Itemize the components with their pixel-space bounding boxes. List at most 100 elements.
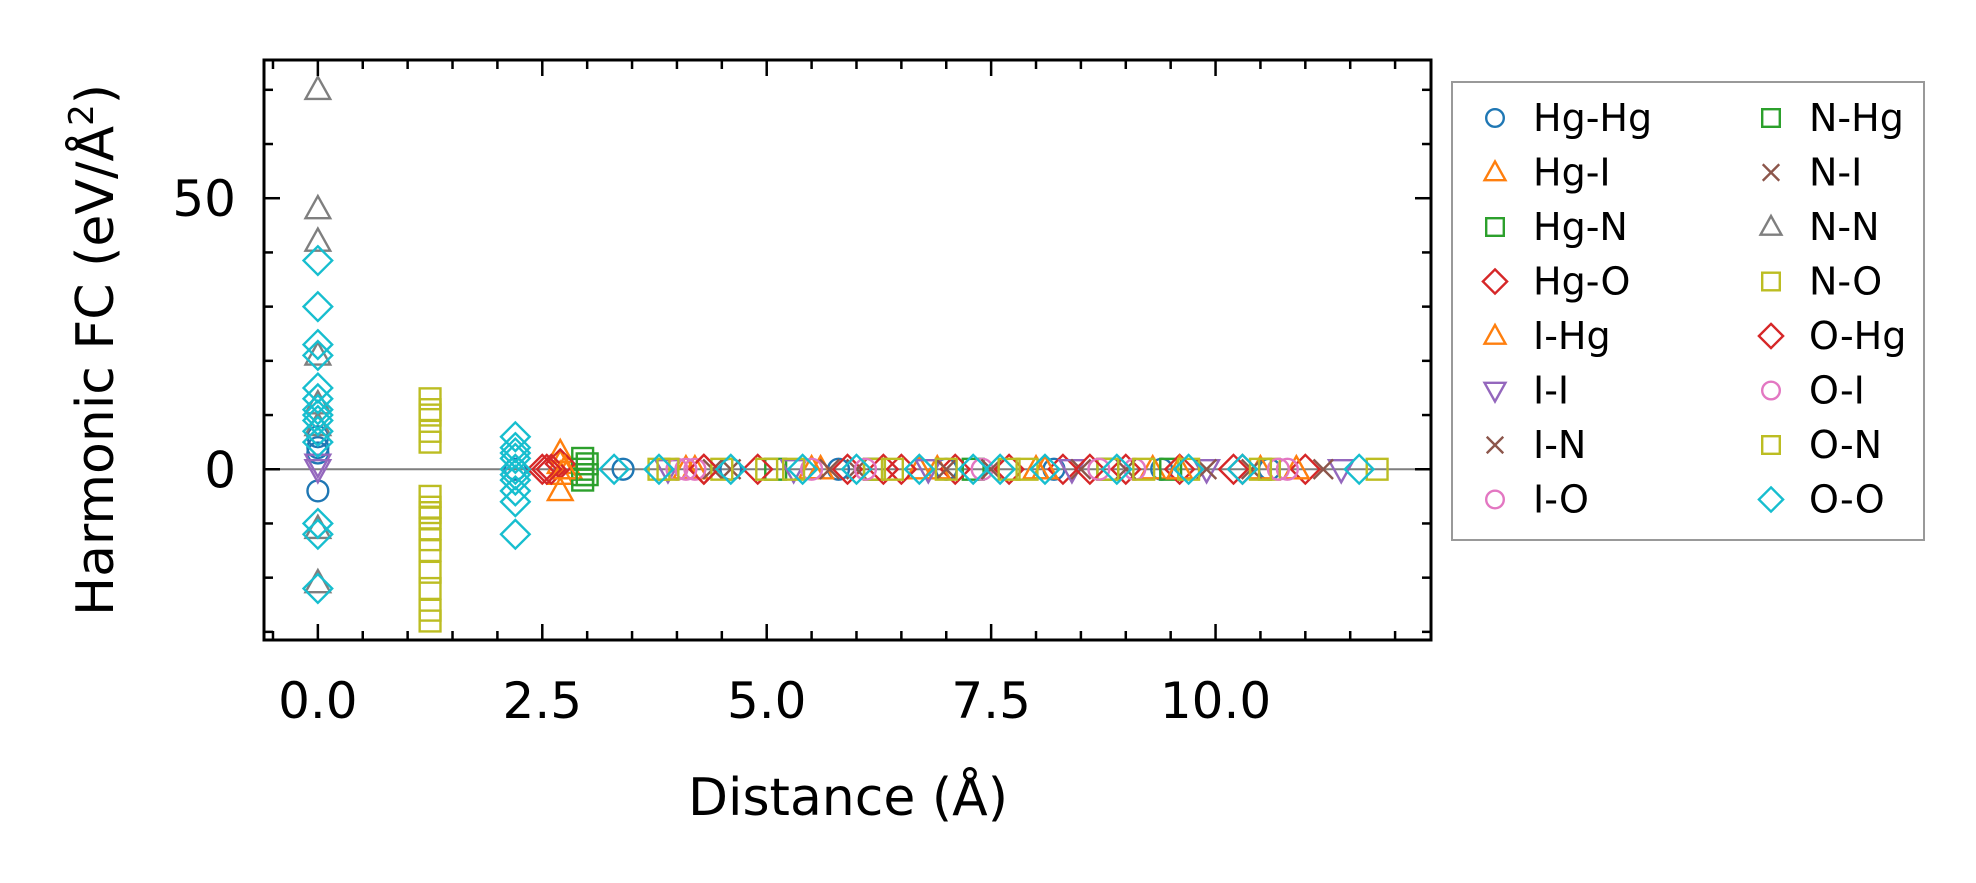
data-point-i-hg — [1165, 453, 1195, 480]
legend-marker — [1482, 159, 1508, 182]
legend-label: Hg-Hg — [1533, 96, 1652, 140]
data-point-o-n — [656, 457, 680, 481]
legend-label: Hg-I — [1533, 151, 1611, 195]
legend-marker — [1481, 267, 1509, 296]
y-axis-title-superscript: 2 — [62, 104, 102, 126]
data-point-o-o — [301, 382, 334, 415]
data-point-o-n — [418, 538, 442, 563]
legend-label: Hg-O — [1533, 260, 1630, 304]
x-tick-label: 5.0 — [727, 672, 807, 730]
x-axis-title: Distance (Å) — [688, 766, 1008, 828]
data-point-i-o — [1275, 457, 1299, 481]
legend-label: I-N — [1533, 423, 1586, 467]
data-point-o-i — [1087, 457, 1111, 481]
data-point-n-o — [1365, 457, 1389, 481]
data-point-o-o — [598, 453, 631, 486]
data-point-o-n — [418, 609, 442, 633]
data-point-o-hg — [1073, 453, 1106, 486]
data-point-i-o — [799, 457, 824, 481]
legend-label: Hg-N — [1533, 205, 1628, 249]
data-point-o-o — [301, 244, 334, 277]
data-point-o-o — [301, 371, 334, 404]
data-point-o-o — [301, 339, 334, 372]
legend-label: I-I — [1533, 369, 1569, 413]
data-point-o-o — [714, 453, 747, 486]
data-point-o-o — [301, 328, 334, 361]
data-point-i-n — [1312, 458, 1334, 480]
data-point-i-i — [913, 458, 943, 485]
series-o-i — [674, 457, 1290, 481]
data-point-o-o — [301, 404, 334, 437]
data-point-o-o — [499, 420, 532, 453]
data-point-o-o — [301, 518, 334, 551]
legend-entry-hg-n: Hg-N — [1484, 205, 1628, 249]
legend-marker — [1485, 435, 1505, 455]
data-point-n-o — [1096, 457, 1120, 481]
legend-entry-o-hg: O-Hg — [1757, 314, 1906, 358]
legend-marker — [1484, 489, 1505, 510]
data-point-i-o — [683, 457, 707, 481]
data-point-n-o — [1015, 457, 1039, 481]
data-point-n-n — [303, 74, 333, 101]
legend-marker — [1761, 163, 1781, 182]
y-axis-title-main: Harmonic FC (eV/Å — [64, 125, 126, 616]
data-point-o-n — [418, 560, 442, 584]
legend-label: O-O — [1809, 478, 1885, 522]
data-point-o-o — [301, 393, 334, 426]
data-point-o-o — [499, 518, 532, 551]
data-point-hg-o — [741, 453, 774, 486]
legend-marker — [1760, 271, 1781, 292]
data-point-o-n — [1132, 457, 1156, 481]
data-point-i-i — [779, 458, 809, 485]
legend-entry-n-i: N-I — [1761, 151, 1862, 195]
data-point-hg-n — [961, 457, 985, 481]
ticks: 0.0 2.5 5.0 7.5 10.0 0 50 — [172, 60, 1431, 730]
data-point-o-o — [499, 442, 532, 475]
data-point-n-o — [934, 457, 958, 481]
legend-label: N-O — [1809, 260, 1882, 304]
data-point-i-hg — [1030, 453, 1060, 480]
data-point-o-o — [301, 426, 334, 459]
y-tick-label: 50 — [172, 170, 236, 228]
data-point-hg-i — [545, 475, 575, 502]
data-point-o-o — [1100, 453, 1133, 486]
data-point-n-hg — [575, 463, 599, 487]
legend-entry-n-hg: N-Hg — [1760, 96, 1904, 140]
plot-frame — [262, 58, 1433, 642]
data-point-o-n — [755, 457, 779, 481]
data-point-o-o — [499, 453, 532, 486]
data-point-o-i — [853, 457, 878, 481]
data-point-o-n — [418, 576, 442, 601]
data-point-o-n — [418, 398, 442, 422]
data-point-i-n — [1070, 458, 1092, 480]
legend-entry-o-i: O-I — [1760, 369, 1865, 413]
data-point-i-n — [702, 458, 724, 480]
data-point-o-o — [499, 485, 532, 518]
data-point-i-i — [303, 458, 333, 485]
data-point-hg-o — [1217, 453, 1250, 486]
legend-marker — [1482, 322, 1508, 345]
data-point-o-o — [499, 458, 532, 491]
legend-label: N-Hg — [1809, 96, 1904, 140]
x-tick-label: 0.0 — [278, 672, 358, 730]
data-point-n-n — [303, 226, 333, 252]
data-point-o-o — [499, 436, 532, 469]
data-point-n-o — [1177, 457, 1201, 481]
series-o-o — [301, 244, 1376, 605]
data-point-hg-n — [571, 468, 595, 492]
legend-marker — [1482, 381, 1508, 404]
legend: Hg-Hg Hg-I Hg-N Hg-O I-Hg I-I I-N I-O N-Hg N-I N-N… — [1451, 81, 1925, 541]
data-point-i-i — [653, 458, 683, 485]
data-point-o-o — [301, 572, 334, 605]
axes — [262, 58, 1433, 642]
data-point-i-i — [303, 453, 333, 480]
data-point-o-o — [301, 415, 334, 448]
data-point-o-n — [418, 403, 442, 427]
legend-marker — [1757, 485, 1785, 514]
data-point-o-hg — [530, 453, 563, 486]
legend-marker — [1758, 213, 1784, 236]
data-point-o-n — [418, 501, 442, 525]
legend-entry-hg-i: Hg-I — [1482, 151, 1611, 195]
legend-marker — [1760, 380, 1781, 401]
data-point-hg-o — [1109, 453, 1142, 486]
